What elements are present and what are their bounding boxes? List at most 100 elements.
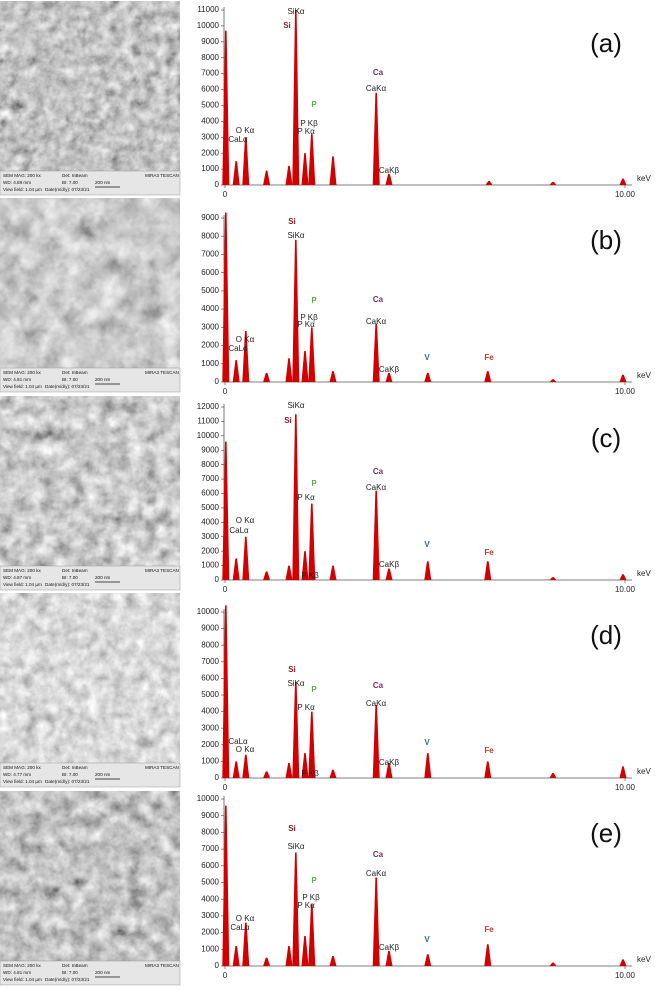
peak — [549, 773, 557, 778]
peak-annotation: Si — [288, 217, 296, 226]
peak — [385, 173, 393, 185]
sem-info-bar — [0, 565, 181, 591]
peak — [385, 950, 393, 966]
sem-info-text: View field: 1.04 µm — [3, 187, 42, 192]
sem-info-text: Det: InBeam — [62, 765, 88, 770]
y-tick-label: 9000 — [201, 624, 219, 633]
panel-label: (c) — [591, 423, 621, 453]
peak-annotation: P — [311, 685, 317, 694]
y-tick-label: 10000 — [197, 794, 220, 803]
peak — [549, 379, 557, 382]
peak — [308, 327, 316, 382]
peak — [424, 753, 432, 778]
peak-annotation: P — [311, 876, 317, 885]
sem-info-text: MIRA3 TESCAN — [145, 765, 179, 770]
peak-annotation: CaKα — [366, 317, 387, 326]
peak-annotation: P Kβ — [300, 119, 318, 128]
x-axis-label: keV — [637, 569, 651, 578]
peak — [424, 954, 432, 966]
sem-info-text: BI: 7.00 — [62, 377, 78, 382]
y-tick-label: 4000 — [201, 894, 219, 903]
peak — [484, 561, 492, 580]
peak-annotation: P Kα — [297, 127, 315, 136]
peak — [385, 568, 393, 580]
peak-annotation: SiKα — [287, 679, 304, 688]
peak — [619, 574, 627, 580]
x-axis-label: keV — [637, 955, 651, 964]
peak — [619, 959, 627, 966]
peak — [301, 753, 309, 778]
peak-annotation: CaKβ — [379, 560, 400, 569]
peak-annotation: Ca — [373, 850, 384, 859]
peak-annotation: CaLα — [228, 344, 248, 353]
y-tick-label: 7000 — [201, 844, 219, 853]
peak — [619, 374, 627, 382]
sem-info-text: Date(m/d/y): 07/23/21 — [45, 187, 90, 192]
sem-info-text: 200 nm — [95, 575, 110, 580]
peak-annotation: Ca — [373, 681, 384, 690]
y-tick-label: 1000 — [201, 757, 219, 766]
peak — [329, 156, 337, 185]
peak — [263, 771, 271, 778]
peak-annotation: O Kα — [236, 914, 255, 923]
peak — [285, 165, 293, 185]
peak — [222, 441, 230, 580]
sem-info-text: WD: 4.87 mm — [3, 575, 31, 580]
peak — [549, 181, 557, 185]
x-tick-label: 0 — [223, 971, 228, 980]
peak — [301, 153, 309, 185]
y-tick-label: 0 — [215, 575, 220, 584]
peak-annotation: P Kβ — [302, 893, 320, 902]
sem-info-text: View field: 1.04 µm — [3, 779, 42, 784]
peak-annotation: O Kα — [236, 516, 255, 525]
sem-info-text: SEM MAG: 200 kx — [3, 370, 41, 375]
peak-annotation: P Kα — [297, 703, 315, 712]
peak-annotation: CaKβ — [379, 166, 400, 175]
peak — [329, 769, 337, 778]
peak-annotation: P Kβ — [301, 571, 319, 580]
sem-info-text: Date(m/d/y): 07/23/21 — [45, 779, 90, 784]
peak-annotation: Ca — [373, 295, 384, 304]
sem-info-bar — [0, 367, 181, 393]
x-axis-label: keV — [637, 174, 651, 183]
y-tick-label: 7000 — [201, 250, 219, 259]
y-tick-label: 1000 — [201, 944, 219, 953]
peak-annotation: V — [424, 353, 430, 362]
sem-info-text: Date(m/d/y): 07/23/21 — [45, 977, 90, 982]
peak-annotation: P — [311, 100, 317, 109]
peak-annotation: SiKα — [287, 842, 304, 851]
peak — [372, 92, 380, 185]
y-tick-label: 8000 — [201, 53, 219, 62]
y-tick-label: 2000 — [201, 928, 219, 937]
peak-annotation: CaKα — [366, 483, 387, 492]
sem-info-text: WD: 4.77 mm — [3, 772, 31, 777]
sem-info-text: Det: InBeam — [62, 370, 88, 375]
peak — [232, 360, 240, 382]
sem-info-text: BI: 7.00 — [62, 180, 78, 185]
x-tick-label: 10.00 — [615, 387, 636, 396]
peak-annotation: SiKα — [287, 231, 304, 240]
y-tick-label: 1000 — [201, 561, 219, 570]
y-tick-label: 3000 — [201, 132, 219, 141]
y-tick-label: 6000 — [201, 861, 219, 870]
peak — [549, 962, 557, 966]
peak — [385, 372, 393, 382]
peak — [301, 351, 309, 382]
sem-info-bar — [0, 170, 181, 196]
y-tick-label: 6000 — [201, 489, 219, 498]
peak-annotation: V — [424, 540, 430, 549]
y-tick-label: 12000 — [197, 402, 220, 411]
y-tick-label: 10000 — [197, 21, 220, 30]
peak — [292, 10, 300, 185]
sem-info-bar — [0, 960, 181, 986]
peak-annotation: P — [311, 479, 317, 488]
peak — [263, 957, 271, 966]
peak-annotation: P Kα — [297, 320, 315, 329]
sem-info-text: 200 nm — [95, 180, 110, 185]
sem-info-text: Det: InBeam — [62, 173, 88, 178]
peak — [308, 134, 316, 185]
sem-info-text: BI: 7.00 — [62, 970, 78, 975]
peak — [242, 137, 250, 185]
y-tick-label: 9000 — [201, 37, 219, 46]
